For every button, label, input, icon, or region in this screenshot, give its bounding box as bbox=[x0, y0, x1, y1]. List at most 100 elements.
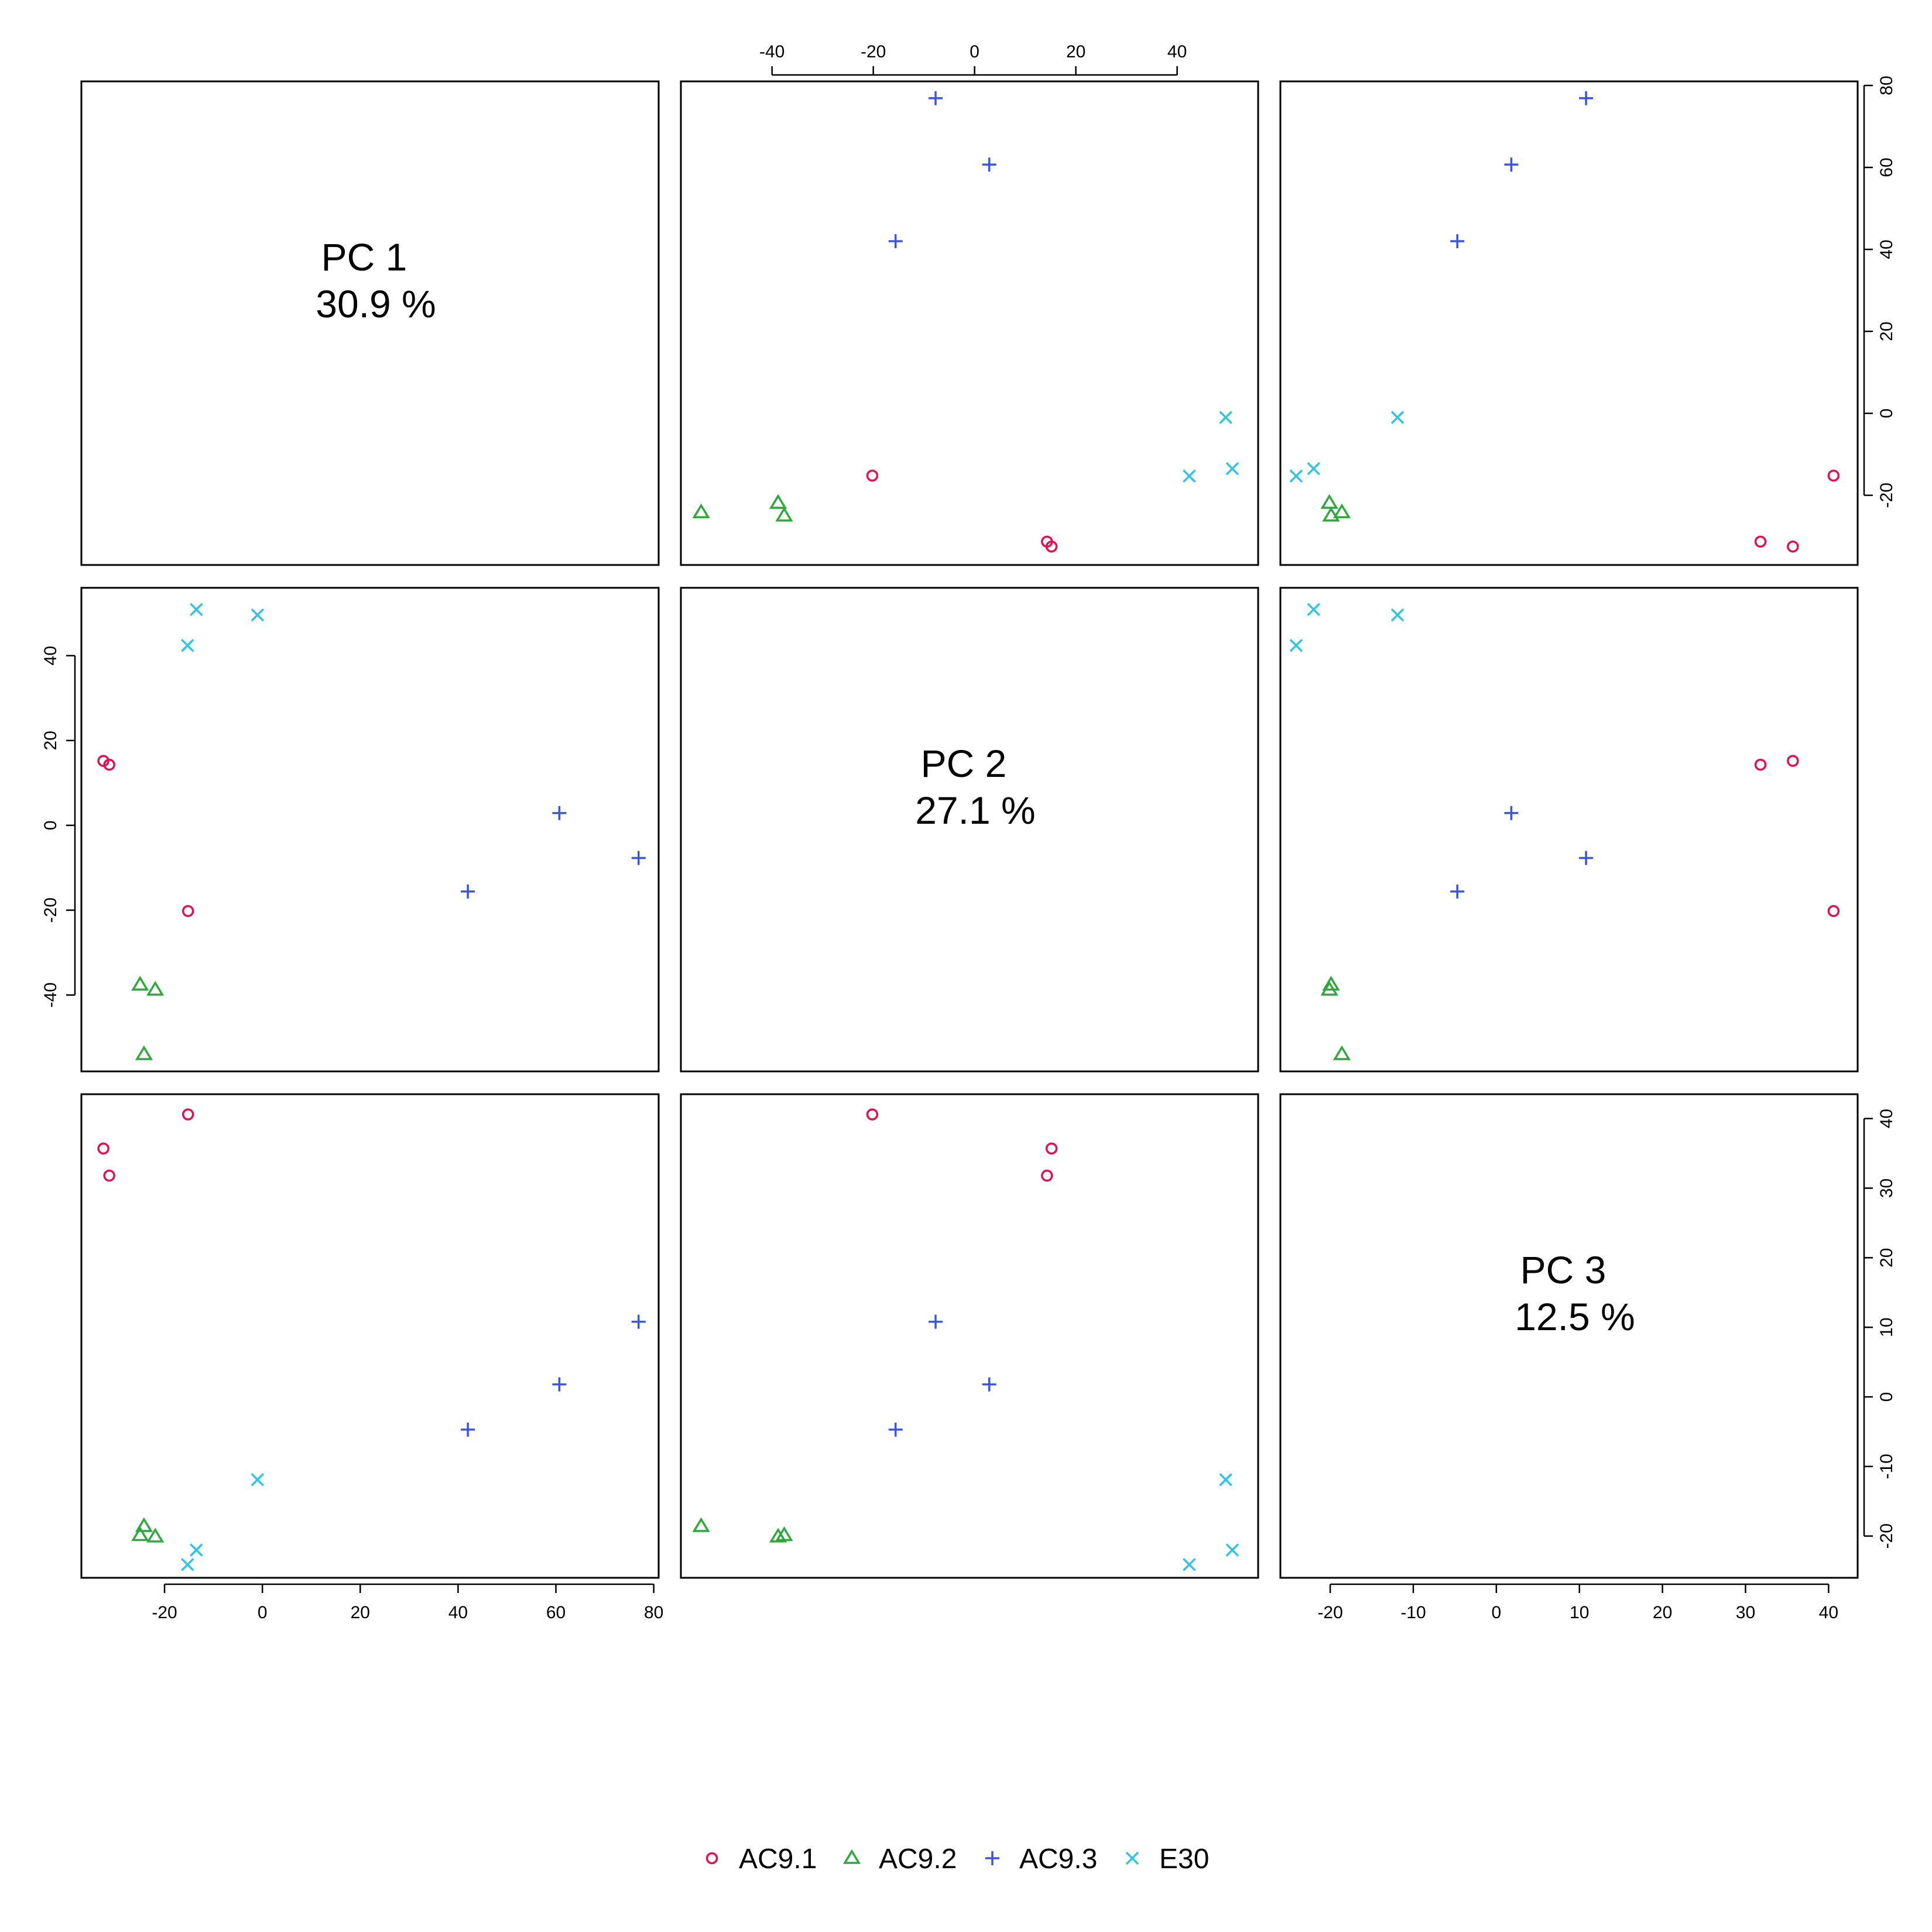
panel-frame-r3-c2 bbox=[680, 1093, 1259, 1579]
point-ac9-1-2-r1c3 bbox=[1754, 535, 1767, 548]
point-ac9-2-3-r3c1 bbox=[146, 1527, 165, 1543]
point-e30-1-r1c2 bbox=[1183, 469, 1196, 483]
diagonal-label-pc1: PC 1 bbox=[321, 235, 407, 279]
point-e30-2-r3c2 bbox=[1225, 1543, 1239, 1557]
legend-label: AC9.2 bbox=[879, 1844, 957, 1875]
panel-frame-r2-c3 bbox=[1279, 587, 1859, 1073]
legend: AC9.1 AC9.2 AC9.3 E30 bbox=[705, 1844, 1209, 1875]
diagonal-percent-pc2: 27.1 % bbox=[915, 789, 1035, 832]
axis-left-pc2-tick-label: 20 bbox=[41, 731, 60, 750]
point-e30-3-r3c1 bbox=[251, 1473, 265, 1486]
axis-bottom-pc3-tick-label: 20 bbox=[1653, 1603, 1672, 1622]
axis-bottom-pc3-tick-label: -20 bbox=[1317, 1603, 1342, 1622]
axis-left-pc2-tick-label: -40 bbox=[41, 982, 60, 1008]
legend-symbol-x bbox=[1125, 1851, 1139, 1865]
point-ac9-2-3-r1c3 bbox=[1320, 494, 1338, 509]
diagonal-label-pc3: PC 3 bbox=[1520, 1248, 1606, 1292]
panel-frame-r1-c2 bbox=[680, 80, 1259, 566]
point-e30-2-r3c1 bbox=[190, 1543, 203, 1557]
point-ac9-2-3-r1c2 bbox=[769, 494, 787, 509]
axis-right-pc1-tick-label: 40 bbox=[1877, 239, 1896, 259]
point-ac9-2-3-r2c3 bbox=[1320, 981, 1338, 996]
axis-right-pc3-tick-label: -10 bbox=[1877, 1454, 1896, 1479]
point-ac9-2-2-r1c3 bbox=[1332, 503, 1351, 519]
point-ac9-2-1-r2c3 bbox=[1322, 975, 1340, 991]
point-e30-1-r2c3 bbox=[1289, 639, 1303, 652]
axis-left-pc2-tick-label: 40 bbox=[41, 646, 60, 665]
legend-label: AC9.1 bbox=[739, 1844, 817, 1875]
point-ac9-3-1-r2c1 bbox=[461, 884, 475, 899]
axis-right-pc1-tick-label: 80 bbox=[1877, 76, 1896, 95]
point-e30-3-r2c3 bbox=[1390, 608, 1405, 622]
axis-top-pc2-tick-label: 20 bbox=[1066, 42, 1085, 61]
point-ac9-2-1-r3c1 bbox=[131, 1526, 149, 1542]
axis-right-pc3-tick-label: 30 bbox=[1877, 1179, 1896, 1198]
panel-frame-r2-c1 bbox=[80, 587, 660, 1073]
diagonal-label-pc2: PC 2 bbox=[921, 742, 1007, 785]
point-ac9-2-3-r2c1 bbox=[146, 981, 165, 996]
legend-label: E30 bbox=[1159, 1844, 1209, 1875]
point-e30-3-r3c2 bbox=[1219, 1473, 1232, 1486]
point-ac9-3-3-r2c3 bbox=[1579, 851, 1594, 865]
axis-right-pc3-tick-label: 10 bbox=[1877, 1317, 1896, 1337]
axis-bottom-pc3-tick-label: 30 bbox=[1736, 1603, 1755, 1622]
legend-item-e30: E30 bbox=[1125, 1844, 1209, 1875]
axis-right-pc1-tick-label: 0 bbox=[1877, 409, 1896, 419]
point-ac9-2-1-r2c1 bbox=[131, 975, 149, 991]
point-ac9-3-2-r2c1 bbox=[552, 806, 567, 820]
point-ac9-2-2-r3c1 bbox=[135, 1517, 153, 1532]
point-ac9-3-3-r2c1 bbox=[631, 851, 646, 865]
legend-item-ac9-1: AC9.1 bbox=[705, 1844, 817, 1875]
axis-right-pc3-tick-label: -20 bbox=[1877, 1523, 1896, 1549]
point-ac9-1-2-r3c1 bbox=[103, 1169, 115, 1182]
point-ac9-3-3-r3c1 bbox=[631, 1314, 646, 1329]
axis-top-pc2-tick-label: 0 bbox=[970, 42, 979, 61]
axis-bottom-pc1-tick-label: 60 bbox=[546, 1603, 566, 1622]
point-ac9-3-1-r3c2 bbox=[888, 1422, 903, 1437]
point-ac9-1-2-r3c2 bbox=[1041, 1169, 1053, 1182]
panel-frame-r3-c1 bbox=[80, 1093, 660, 1579]
point-ac9-3-2-r1c2 bbox=[982, 157, 996, 172]
legend-symbol-triangle bbox=[842, 1849, 861, 1864]
point-ac9-2-2-r1c2 bbox=[692, 503, 710, 519]
axis-right-pc3-tick-label: 20 bbox=[1877, 1248, 1896, 1268]
point-ac9-1-3-r3c1 bbox=[181, 1108, 194, 1121]
point-ac9-2-2-r2c3 bbox=[1332, 1045, 1351, 1060]
axis-right-pc1-tick-label: 20 bbox=[1877, 321, 1896, 341]
point-ac9-3-3-r1c2 bbox=[929, 91, 943, 105]
axis-right-pc3-tick-label: 0 bbox=[1877, 1392, 1896, 1402]
axis-bottom-pc3-tick-label: -10 bbox=[1400, 1603, 1426, 1622]
point-ac9-1-2-r1c2 bbox=[1041, 535, 1053, 548]
axis-bottom-pc1-tick-label: 20 bbox=[351, 1603, 370, 1622]
legend-label: AC9.3 bbox=[1019, 1844, 1097, 1875]
point-ac9-1-3-r1c2 bbox=[866, 470, 879, 482]
point-e30-1-r3c2 bbox=[1183, 1558, 1196, 1571]
point-ac9-3-2-r3c2 bbox=[982, 1377, 996, 1392]
axis-right-pc1-tick-label: -20 bbox=[1877, 482, 1896, 508]
point-ac9-2-2-r3c2 bbox=[692, 1517, 710, 1532]
point-e30-1-r3c1 bbox=[181, 1558, 194, 1571]
point-ac9-1-3-r3c2 bbox=[866, 1108, 879, 1121]
axis-bottom-pc1-tick-label: 0 bbox=[258, 1603, 268, 1622]
point-ac9-3-1-r1c2 bbox=[888, 234, 903, 248]
axis-left-pc2-tick-label: -20 bbox=[41, 898, 60, 923]
point-ac9-3-2-r1c3 bbox=[1504, 157, 1519, 172]
point-ac9-3-2-r2c3 bbox=[1504, 806, 1519, 820]
axis-bottom-pc3-tick-label: 40 bbox=[1819, 1603, 1838, 1622]
point-ac9-1-3-r2c1 bbox=[181, 905, 194, 917]
point-ac9-3-1-r3c1 bbox=[461, 1422, 475, 1437]
point-ac9-1-2-r2c3 bbox=[1754, 758, 1767, 771]
point-ac9-3-3-r3c2 bbox=[929, 1314, 943, 1329]
point-ac9-3-3-r1c3 bbox=[1579, 91, 1594, 105]
axis-bottom-pc1-tick-label: -20 bbox=[152, 1603, 177, 1622]
diagonal-percent-pc3: 12.5 % bbox=[1515, 1295, 1635, 1338]
panel-frame-r1-c1 bbox=[80, 80, 660, 566]
legend-symbol-circle bbox=[705, 1852, 718, 1865]
point-ac9-1-2-r2c1 bbox=[103, 758, 115, 771]
axis-bottom-pc3-tick-label: 10 bbox=[1570, 1603, 1589, 1622]
point-e30-2-r1c2 bbox=[1225, 462, 1239, 475]
axis-left-pc2-tick-label: 0 bbox=[41, 820, 60, 830]
point-ac9-2-3-r3c2 bbox=[769, 1527, 787, 1543]
point-ac9-2-1-r1c3 bbox=[1322, 506, 1340, 522]
